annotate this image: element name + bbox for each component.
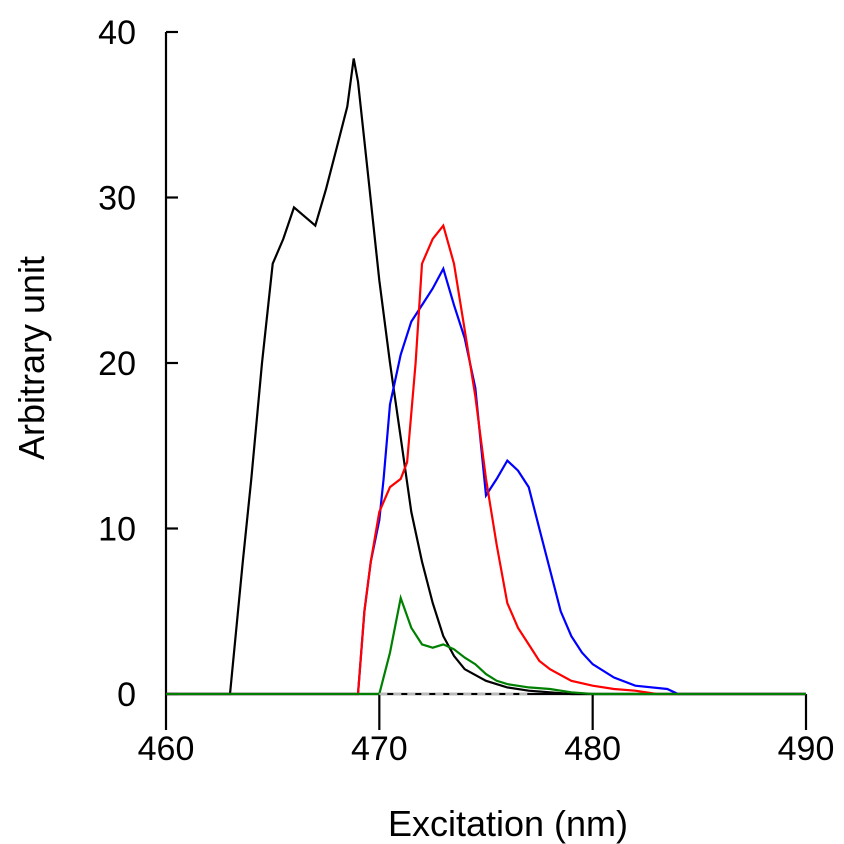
- x-tick-label: 460: [138, 730, 195, 768]
- y-tick-label: 20: [98, 345, 136, 383]
- series-line-2: [166, 223, 806, 696]
- x-tick-label: 480: [564, 730, 621, 768]
- y-tick-label: 30: [98, 180, 136, 218]
- y-ticks: 0 10 20 30 40: [98, 14, 178, 714]
- plot-area: [166, 58, 806, 696]
- y-tick-label: 10: [98, 511, 136, 549]
- y-tick-label: 40: [98, 14, 136, 52]
- x-tick-label: 470: [351, 730, 408, 768]
- y-axis-title: Arbitrary unit: [11, 256, 52, 460]
- series-line-0: [166, 58, 806, 696]
- series-line-1: [166, 265, 806, 696]
- y-tick-label: 0: [117, 676, 136, 714]
- x-ticks: 460 470 480 490: [138, 694, 835, 768]
- series-line-3: [166, 593, 806, 696]
- x-tick-label: 490: [778, 730, 835, 768]
- x-axis-title: Excitation (nm): [388, 803, 628, 844]
